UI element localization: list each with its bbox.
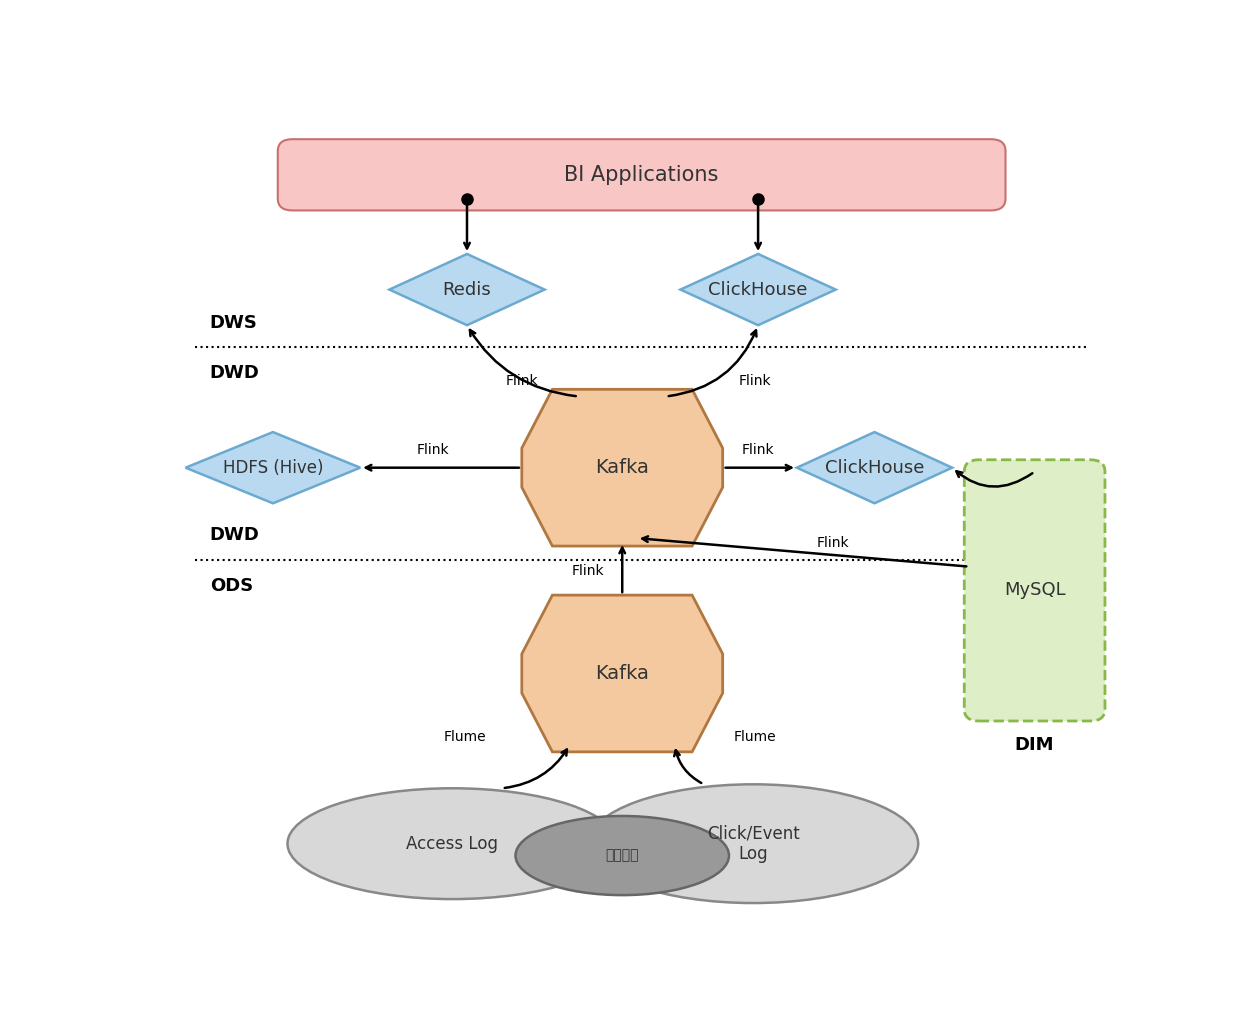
Ellipse shape <box>516 816 729 895</box>
Text: DWD: DWD <box>210 526 259 544</box>
Polygon shape <box>522 595 722 751</box>
Polygon shape <box>522 390 722 546</box>
Text: HDFS (Hive): HDFS (Hive) <box>223 458 323 477</box>
Text: ClickHouse: ClickHouse <box>825 458 924 477</box>
Text: Flume: Flume <box>734 730 776 744</box>
Text: Flink: Flink <box>741 443 775 457</box>
Text: DWS: DWS <box>210 314 258 332</box>
Polygon shape <box>681 254 835 325</box>
Polygon shape <box>796 432 952 504</box>
Ellipse shape <box>588 784 918 903</box>
Text: Click/Event
Log: Click/Event Log <box>707 824 800 864</box>
Text: Flink: Flink <box>417 443 449 457</box>
Polygon shape <box>185 432 361 504</box>
Text: Kafka: Kafka <box>595 664 650 683</box>
Text: ODS: ODS <box>210 578 253 595</box>
Polygon shape <box>389 254 545 325</box>
Text: Flink: Flink <box>506 373 538 388</box>
Text: BI Applications: BI Applications <box>565 164 719 185</box>
FancyBboxPatch shape <box>278 139 1005 211</box>
Text: Kafka: Kafka <box>595 458 650 477</box>
Text: Redis: Redis <box>443 281 491 298</box>
Text: Flink: Flink <box>816 536 849 550</box>
FancyBboxPatch shape <box>964 460 1106 721</box>
Text: MySQL: MySQL <box>1004 582 1065 599</box>
Ellipse shape <box>288 788 617 900</box>
Text: ClickHouse: ClickHouse <box>709 281 808 298</box>
Text: Flume: Flume <box>443 730 486 744</box>
Text: Flink: Flink <box>739 373 771 388</box>
Text: 查看原图: 查看原图 <box>606 848 639 862</box>
Text: DWD: DWD <box>210 364 259 381</box>
Text: Flink: Flink <box>572 563 605 578</box>
Text: DIM: DIM <box>1015 736 1054 754</box>
Text: Access Log: Access Log <box>407 835 498 852</box>
